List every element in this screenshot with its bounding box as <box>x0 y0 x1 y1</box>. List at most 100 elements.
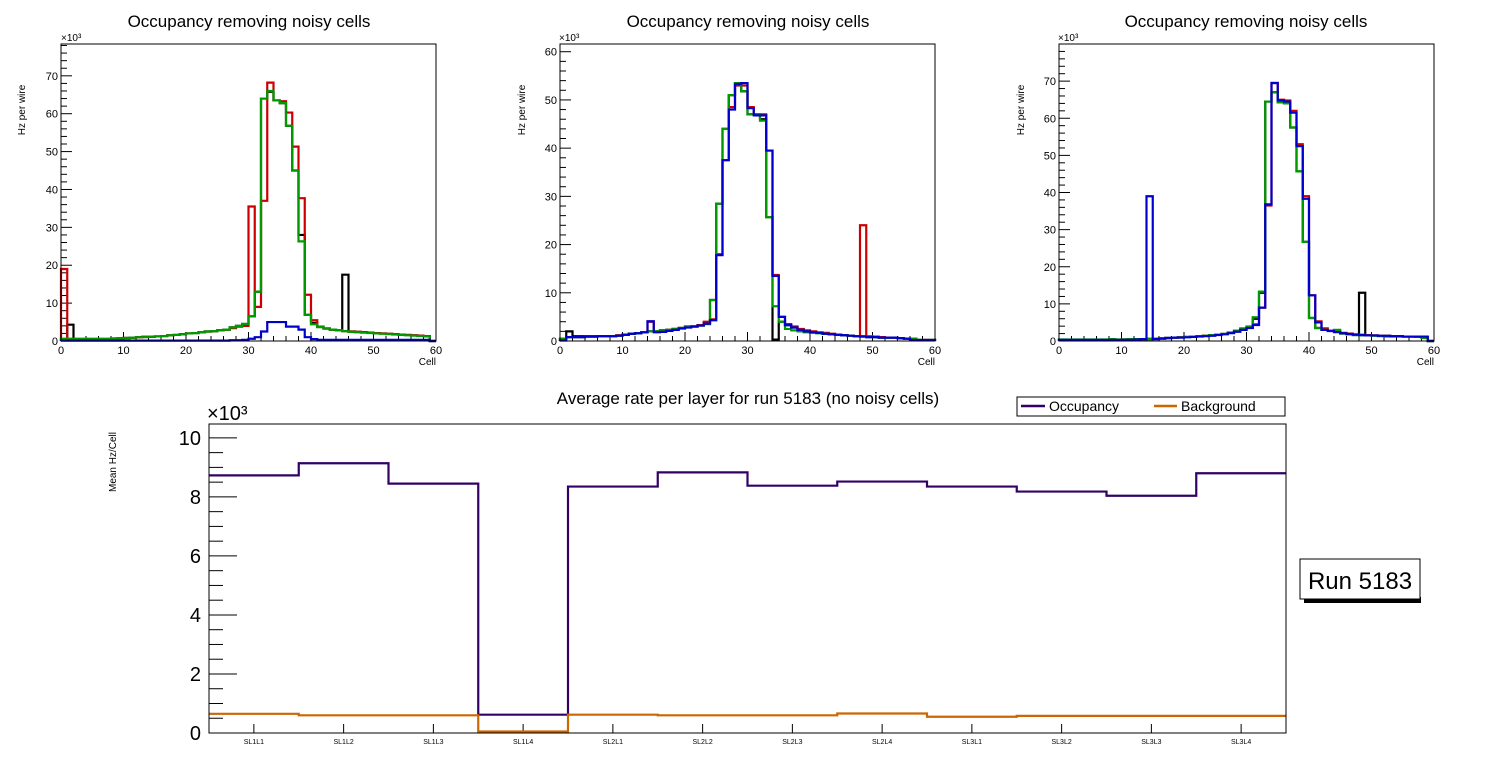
x-tick-label: SL2L4 <box>872 739 892 746</box>
x-tick-label: 0 <box>557 345 563 357</box>
x-tick-label: 60 <box>929 345 941 357</box>
y-axis-label: Hz per wire <box>17 84 28 135</box>
x-tick-label: SL2L2 <box>693 739 713 746</box>
y-tick-label: 60 <box>545 47 557 59</box>
x-tick-label: 30 <box>1240 345 1252 357</box>
x-tick-label: SL1L1 <box>244 739 264 746</box>
y-tick-label: 30 <box>46 222 58 234</box>
series-red <box>59 81 436 343</box>
run-label-box: Run 5183 <box>1299 558 1421 603</box>
y-tick-label: 20 <box>545 240 557 252</box>
y-tick-label: 70 <box>46 71 58 83</box>
y-tick-label: 10 <box>179 428 201 450</box>
y-multiplier: ×10³ <box>1058 33 1079 44</box>
x-tick-label: SL3L3 <box>1141 739 1161 746</box>
plot-frame <box>559 43 936 342</box>
x-tick-label: 30 <box>242 345 254 357</box>
series-blue <box>1057 81 1434 343</box>
y-tick-label: 0 <box>1050 336 1056 348</box>
plot-top-center: Occupancy removing noisy cells ×10³ Hz p… <box>517 12 941 368</box>
x-tick-label: 0 <box>58 345 64 357</box>
y-multiplier: ×10³ <box>207 403 248 425</box>
series-red <box>1057 81 1434 343</box>
y-tick-label: 20 <box>46 260 58 272</box>
series-red <box>558 84 937 342</box>
run-label-shadow <box>1304 597 1421 603</box>
run-label: Run 5183 <box>1308 568 1412 595</box>
legend: Occupancy Background <box>1016 396 1286 417</box>
y-tick-label: 40 <box>46 184 58 196</box>
plot-bottom-average-rate: Average rate per layer for run 5183 (no … <box>108 389 1421 746</box>
legend-box <box>1016 396 1286 417</box>
x-axis-label: Cell <box>1417 357 1434 368</box>
run-label-frame <box>1299 558 1421 600</box>
x-tick-label: 30 <box>741 345 753 357</box>
y-tick-label: 0 <box>551 336 557 348</box>
y-multiplier: ×10³ <box>61 33 82 44</box>
y-tick-label: 10 <box>1044 299 1056 311</box>
y-tick-label: 2 <box>190 664 201 686</box>
x-tick-label: 50 <box>866 345 878 357</box>
x-tick-label: SL1L4 <box>513 739 533 746</box>
x-tick-label: 0 <box>1056 345 1062 357</box>
series-black <box>1057 91 1434 343</box>
y-tick-label: 40 <box>1044 188 1056 200</box>
y-tick-label: 8 <box>190 487 201 509</box>
x-tick-label: SL2L3 <box>782 739 802 746</box>
y-multiplier: ×10³ <box>559 33 580 44</box>
x-tick-label: 50 <box>1365 345 1377 357</box>
y-tick-label: 4 <box>190 605 201 627</box>
plot-title: Average rate per layer for run 5183 (no … <box>557 389 939 408</box>
x-tick-label: 10 <box>117 345 129 357</box>
y-tick-label: 0 <box>190 723 201 745</box>
series-green <box>59 89 436 343</box>
y-tick-label: 60 <box>46 109 58 121</box>
plot-frame <box>1058 43 1435 342</box>
x-tick-label: 40 <box>804 345 816 357</box>
plot-frame <box>208 423 1287 734</box>
y-axis-label: Hz per wire <box>1016 84 1027 135</box>
y-tick-label: 30 <box>545 191 557 203</box>
plot-frame <box>60 43 437 342</box>
x-tick-label: 60 <box>1428 345 1440 357</box>
y-tick-label: 10 <box>46 298 58 310</box>
y-tick-label: 60 <box>1044 113 1056 125</box>
x-tick-label: 40 <box>305 345 317 357</box>
y-tick-label: 50 <box>46 147 58 159</box>
x-tick-label: 60 <box>430 345 442 357</box>
y-tick-label: 40 <box>545 143 557 155</box>
x-tick-label: 40 <box>1303 345 1315 357</box>
y-tick-label: 20 <box>1044 262 1056 274</box>
x-tick-label: SL3L1 <box>962 739 982 746</box>
series-blue <box>558 81 937 342</box>
series-black <box>558 81 937 342</box>
x-tick-label: 50 <box>367 345 379 357</box>
y-axis-label: Mean Hz/Cell <box>108 432 119 492</box>
plot-title: Occupancy removing noisy cells <box>128 12 371 31</box>
y-tick-label: 6 <box>190 546 201 568</box>
y-tick-label: 70 <box>1044 76 1056 88</box>
series-green <box>558 81 937 342</box>
y-axis-label: Hz per wire <box>517 84 528 135</box>
plot-top-right: Occupancy removing noisy cells ×10³ Hz p… <box>1016 12 1440 368</box>
y-tick-label: 50 <box>1044 150 1056 162</box>
y-tick-label: 30 <box>1044 225 1056 237</box>
x-tick-label: SL1L2 <box>334 739 354 746</box>
plot-title: Occupancy removing noisy cells <box>627 12 870 31</box>
x-tick-label: SL1L3 <box>423 739 443 746</box>
x-tick-label: 20 <box>1178 345 1190 357</box>
x-tick-label: SL3L2 <box>1052 739 1072 746</box>
x-tick-label: 10 <box>1115 345 1127 357</box>
series-occupancy <box>209 462 1286 716</box>
x-tick-label: 20 <box>679 345 691 357</box>
x-tick-label: SL3L4 <box>1231 739 1251 746</box>
series-green <box>1057 91 1434 343</box>
x-tick-label: SL2L1 <box>603 739 623 746</box>
legend-label-occupancy: Occupancy <box>1049 398 1119 414</box>
legend-label-background: Background <box>1181 398 1256 414</box>
y-tick-label: 10 <box>545 288 557 300</box>
x-axis-label: Cell <box>918 357 935 368</box>
x-tick-label: 10 <box>616 345 628 357</box>
x-tick-label: 20 <box>180 345 192 357</box>
